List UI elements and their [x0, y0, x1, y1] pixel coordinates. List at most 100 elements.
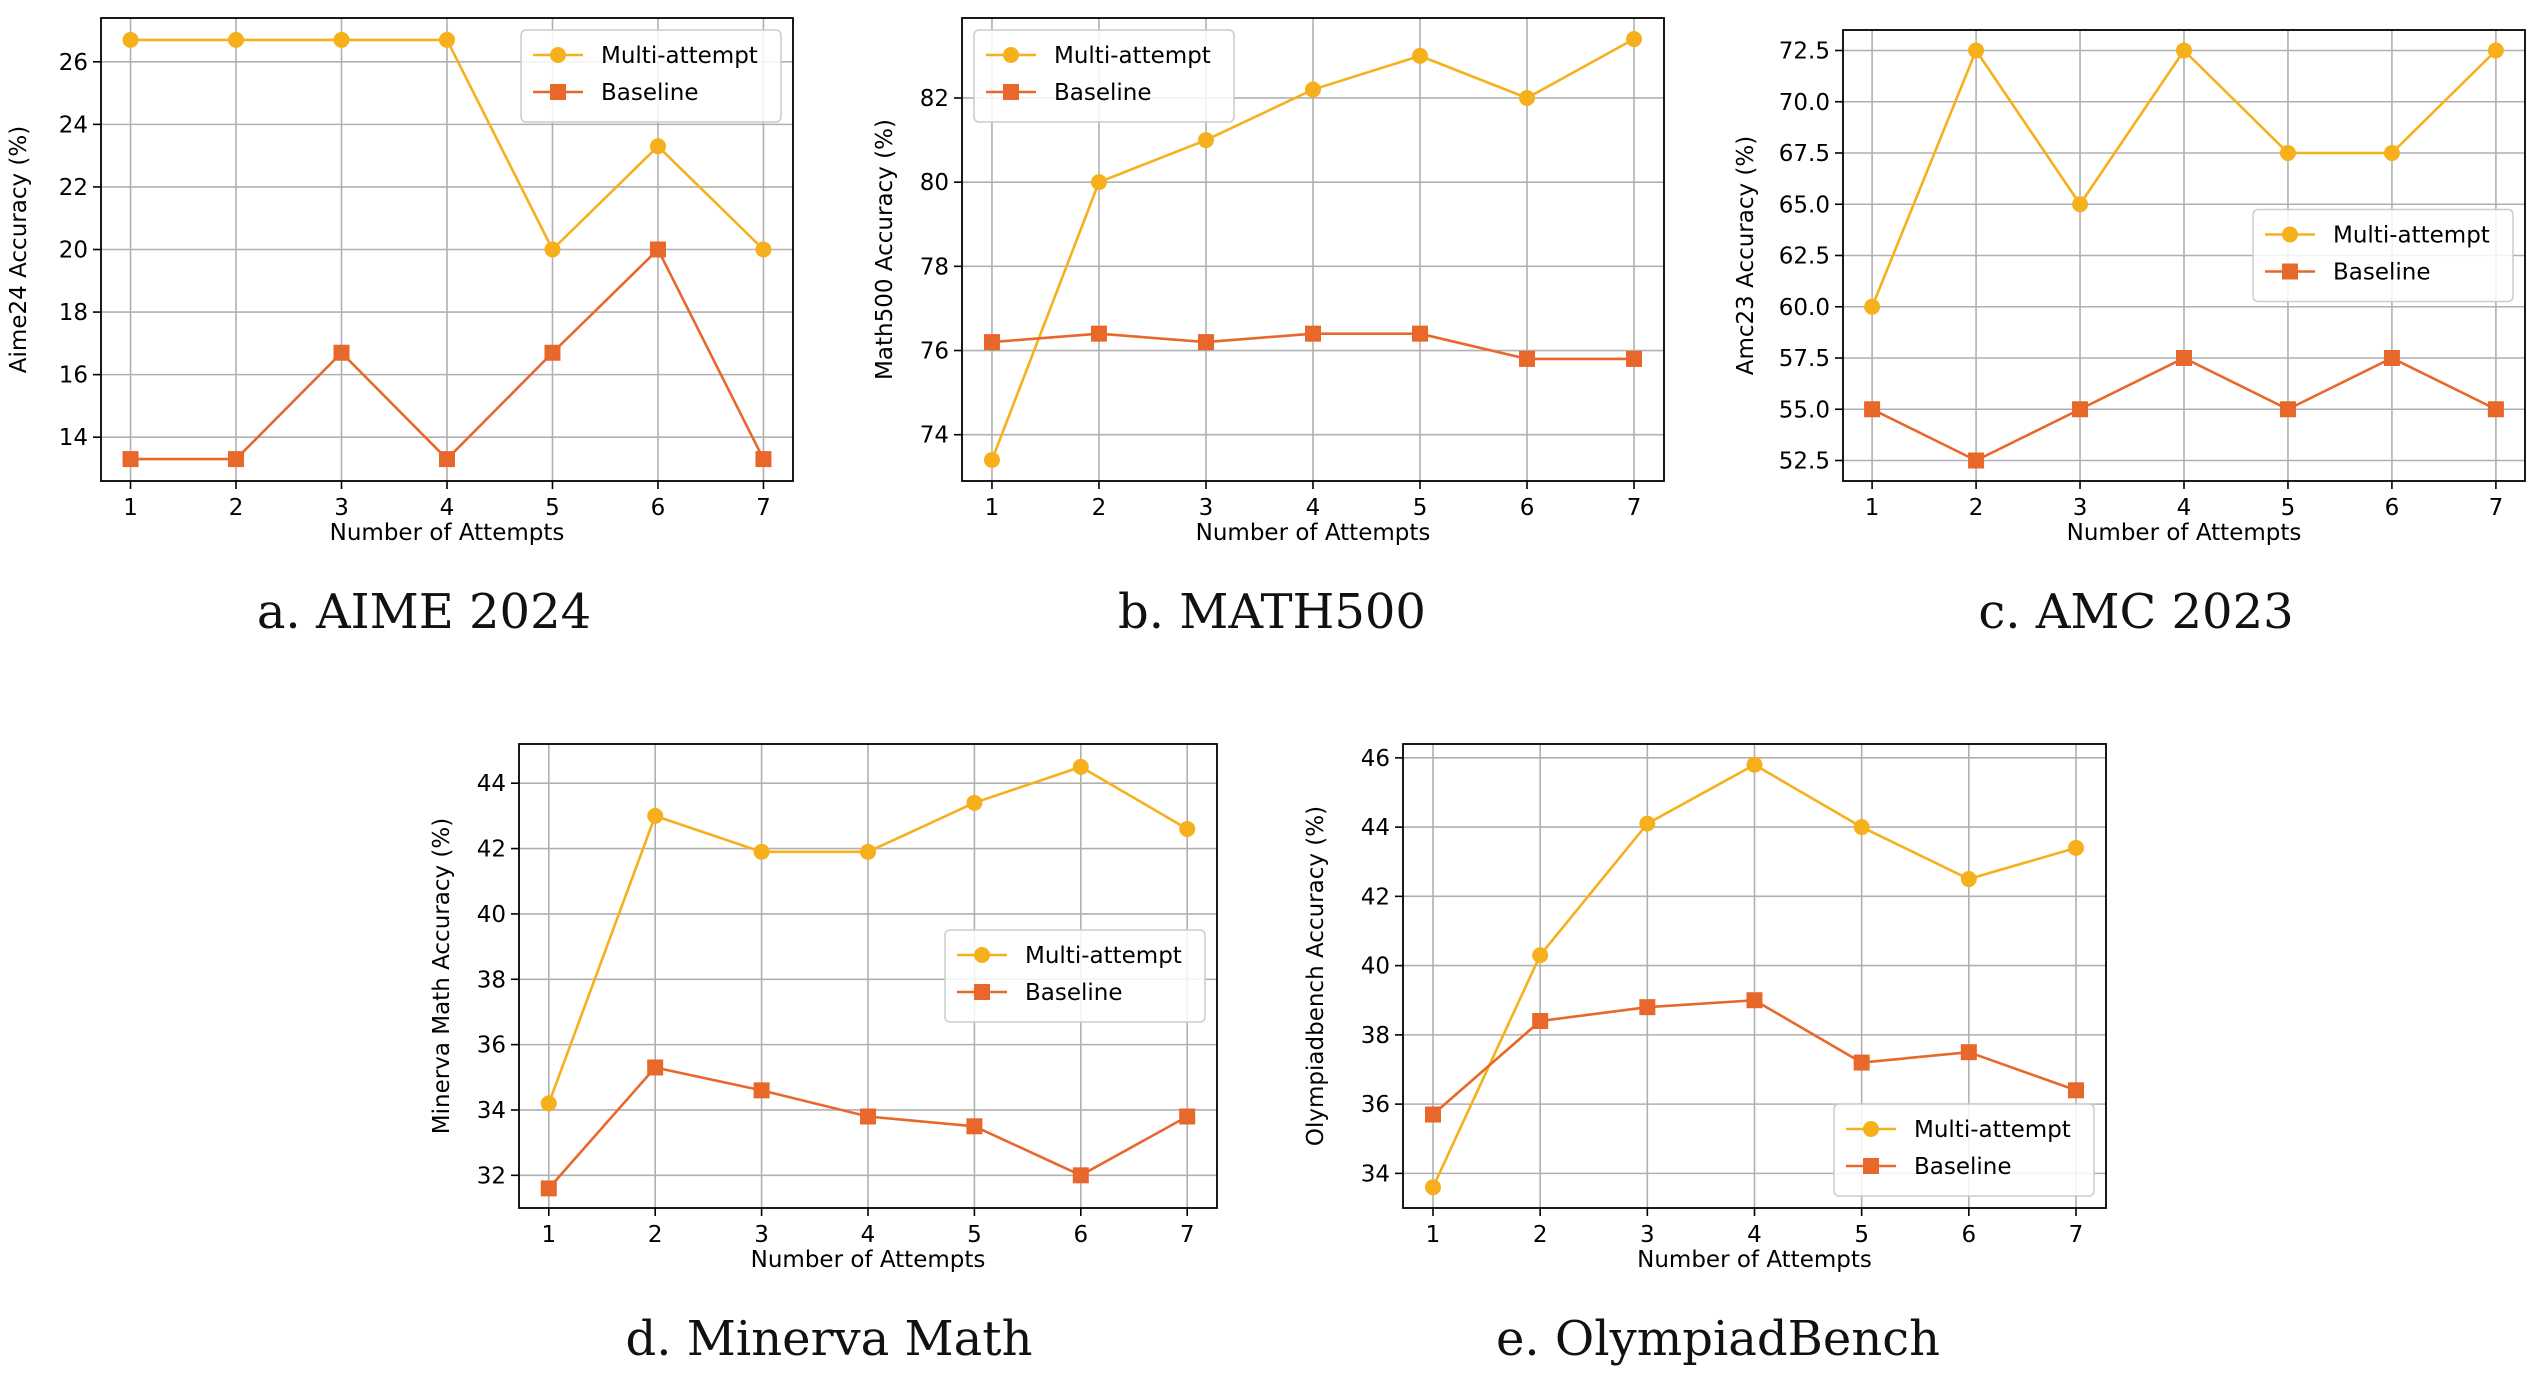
x-tick-label: 2 — [1969, 495, 1984, 521]
multi-attempt-point — [753, 843, 770, 860]
legend-label: Baseline — [1914, 1154, 2012, 1180]
y-tick-label: 76 — [920, 339, 949, 365]
legend: Multi-attempt Baseline — [2252, 208, 2514, 303]
multi-attempt-point — [860, 843, 876, 860]
multi-attempt-point — [2383, 145, 2400, 161]
x-tick-label: 1 — [1865, 495, 1880, 521]
x-axis-title: Number of Attempts — [1196, 520, 1431, 546]
y-tick-label: 22 — [59, 175, 88, 201]
multi-attempt-point — [122, 31, 139, 48]
x-tick-label: 5 — [545, 495, 560, 521]
multi-attempt-point — [1197, 132, 1214, 149]
chart-panel-2: 1 2 3 4 5 6 7 74 76 78 80 82 Number of Attempts Math5… — [872, 17, 1665, 640]
y-tick-label: 38 — [477, 967, 506, 993]
x-tick-label: 5 — [967, 1222, 982, 1248]
y-tick-label: 80 — [920, 170, 949, 196]
baseline-point — [1960, 1044, 1977, 1061]
legend-label: Baseline — [1025, 980, 1123, 1006]
multi-attempt-point — [1179, 820, 1196, 837]
baseline-point — [983, 334, 1000, 351]
y-axis-title: Math500 Accuracy (%) — [872, 119, 898, 380]
multi-attempt-point — [1072, 758, 1089, 775]
multi-attempt-point — [2176, 42, 2192, 59]
multi-attempt-point — [1519, 89, 1536, 106]
multi-attempt-point — [544, 241, 561, 258]
x-tick-label: 6 — [651, 495, 666, 521]
y-tick-label: 44 — [1361, 815, 1390, 841]
legend: Multi-attempt Baseline — [520, 29, 782, 123]
multi-attempt-point — [2072, 196, 2089, 213]
y-tick-label: 60.0 — [1779, 295, 1830, 321]
x-axis-title: Number of Attempts — [751, 1247, 986, 1273]
legend-label: Multi-attempt — [1025, 943, 1182, 969]
y-axis-title: Amc23 Accuracy (%) — [1733, 136, 1759, 375]
y-tick-label: 34 — [477, 1098, 506, 1124]
legend-square-marker — [550, 84, 566, 100]
x-tick-label: 6 — [2385, 495, 2400, 521]
y-tick-label: 57.5 — [1779, 346, 1830, 372]
multi-attempt-point — [1746, 756, 1763, 773]
x-tick-label: 7 — [2069, 1222, 2084, 1248]
x-tick-label: 4 — [1747, 1222, 1762, 1248]
x-tick-label: 1 — [541, 1222, 556, 1248]
x-tick-label: 5 — [1413, 495, 1428, 521]
y-tick-label: 55.0 — [1779, 397, 1830, 423]
panel-caption: e. OlympiadBench — [1496, 1311, 1940, 1367]
y-axis-title: Aime24 Accuracy (%) — [6, 126, 32, 373]
y-axis-title: Minerva Math Accuracy (%) — [429, 818, 455, 1134]
x-tick-label: 4 — [2177, 495, 2192, 521]
multi-attempt-point — [1960, 871, 1977, 888]
baseline-point — [1305, 325, 1321, 342]
baseline-point — [2072, 401, 2089, 418]
baseline-point — [228, 451, 245, 468]
chart-panel-3: 1 2 3 4 5 6 7 52.5 55.0 57.5 60.0 62.5 65.0 67.5 70.0 7… — [1733, 29, 2526, 640]
legend-square-marker — [2282, 263, 2298, 280]
x-tick-label: 5 — [2281, 495, 2296, 521]
y-tick-label: 18 — [59, 300, 88, 326]
x-tick-label: 3 — [754, 1222, 769, 1248]
baseline-point — [2067, 1082, 2084, 1099]
y-tick-label: 40 — [477, 902, 506, 928]
x-tick-label: 6 — [1962, 1222, 1977, 1248]
legend-label: Multi-attempt — [1914, 1117, 2071, 1143]
multi-attempt-point — [983, 451, 1000, 468]
baseline-point — [1197, 334, 1214, 351]
legend-label: Baseline — [601, 80, 699, 106]
y-tick-label: 70.0 — [1779, 90, 1830, 116]
x-tick-label: 4 — [440, 495, 455, 521]
multi-attempt-point — [2067, 839, 2084, 856]
multi-attempt-point — [540, 1095, 557, 1112]
multi-attempt-point — [1968, 42, 1985, 59]
x-tick-label: 3 — [1640, 1222, 1655, 1248]
y-tick-label: 26 — [59, 50, 88, 76]
baseline-point — [755, 451, 772, 468]
x-tick-label: 1 — [1426, 1222, 1441, 1248]
y-tick-label: 20 — [59, 238, 88, 264]
y-tick-label: 42 — [477, 837, 506, 863]
x-tick-label: 2 — [648, 1222, 663, 1248]
baseline-point — [1626, 350, 1643, 367]
legend: Multi-attempt Baseline — [973, 29, 1235, 123]
baseline-point — [1532, 1013, 1549, 1030]
panel-caption: c. AMC 2023 — [1978, 584, 2293, 640]
chart-panel-1: 1 2 3 4 5 6 7 14 16 18 20 22 24 26 Number of Attempts A… — [6, 17, 794, 640]
x-tick-label: 2 — [229, 495, 244, 521]
baseline-point — [1639, 999, 1656, 1016]
x-tick-label: 7 — [1180, 1222, 1195, 1248]
legend-square-marker — [1863, 1158, 1879, 1174]
legend-circle-marker — [1003, 47, 1019, 63]
x-tick-label: 6 — [1073, 1222, 1088, 1248]
multi-attempt-point — [966, 794, 983, 811]
multi-attempt-point — [228, 31, 245, 48]
x-tick-label: 7 — [2489, 495, 2504, 521]
legend-label: Baseline — [2333, 260, 2431, 286]
y-tick-label: 78 — [920, 254, 949, 280]
y-tick-label: 42 — [1361, 884, 1390, 910]
y-tick-label: 34 — [1361, 1161, 1390, 1187]
multi-attempt-point — [1532, 947, 1549, 964]
multi-attempt-point — [647, 807, 664, 824]
multi-attempt-point — [2279, 145, 2296, 161]
